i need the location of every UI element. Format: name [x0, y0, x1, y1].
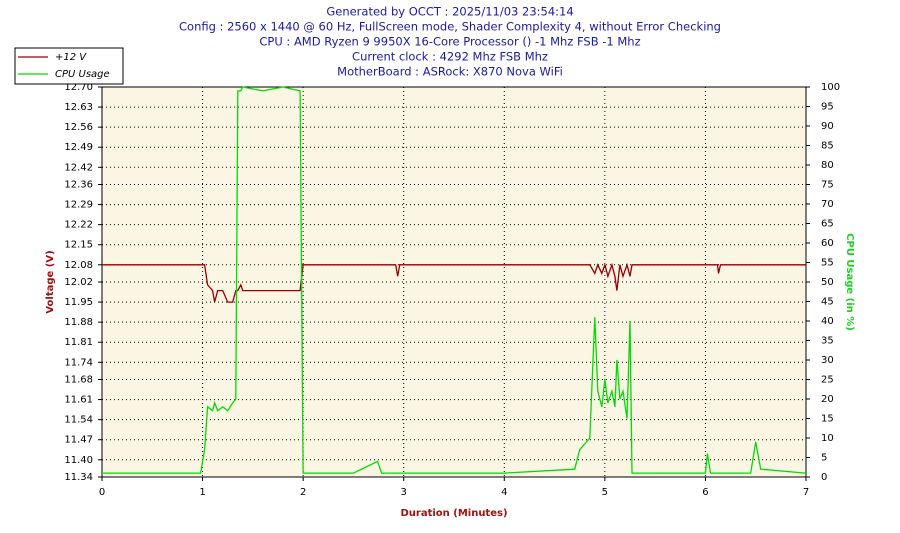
- x-tick-label: 4: [501, 487, 507, 498]
- y-tick-label: 11.40: [64, 455, 93, 466]
- y-tick-label: 12.70: [64, 82, 93, 93]
- y-tick-label: 11.54: [64, 415, 93, 426]
- y-tick-label: 11.68: [64, 375, 93, 386]
- x-tick-label: 6: [702, 487, 708, 498]
- y-tick-label: 11.61: [64, 395, 93, 406]
- y2-tick-label: 45: [821, 297, 834, 308]
- y-tick-label: 12.22: [64, 220, 93, 231]
- y2-tick-label: 50: [821, 277, 834, 288]
- y2-tick-label: 0: [821, 472, 827, 483]
- y2-tick-label: 25: [821, 375, 834, 386]
- y2-tick-label: 55: [821, 258, 834, 269]
- title-line: CPU : AMD Ryzen 9 9950X 16-Core Processo…: [259, 35, 640, 49]
- x-axis-label: Duration (Minutes): [400, 508, 507, 519]
- y2-tick-label: 10: [821, 433, 834, 444]
- y-tick-label: 11.95: [64, 297, 93, 308]
- legend-label: CPU Usage: [55, 69, 110, 80]
- y2-tick-label: 60: [821, 238, 834, 249]
- title-line: Config : 2560 x 1440 @ 60 Hz, FullScreen…: [179, 20, 721, 34]
- y-tick-label: 12.49: [64, 142, 93, 153]
- x-tick-label: 3: [401, 487, 407, 498]
- y-tick-label: 11.47: [64, 435, 93, 446]
- title-line: Current clock : 4292 Mhz FSB Mhz: [352, 50, 548, 64]
- y-tick-label: 12.42: [64, 162, 93, 173]
- y-tick-label: 12.02: [64, 277, 93, 288]
- x-tick-label: 0: [99, 487, 105, 498]
- title-line: MotherBoard : ASRock: X870 Nova WiFi: [337, 65, 563, 79]
- y-tick-label: 12.29: [64, 200, 93, 211]
- legend-label: +12 V: [55, 52, 87, 63]
- y2-tick-label: 5: [821, 453, 827, 464]
- y-tick-label: 12.08: [64, 260, 93, 271]
- y-axis-label: Voltage (V): [45, 250, 56, 313]
- y-tick-label: 11.74: [64, 357, 93, 368]
- y2-tick-label: 35: [821, 336, 834, 347]
- x-tick-label: 1: [199, 487, 205, 498]
- y2-tick-label: 75: [821, 180, 834, 191]
- y2-axis-label: CPU Usage (in %): [844, 233, 855, 331]
- y-tick-label: 12.36: [64, 180, 93, 191]
- y-tick-label: 11.88: [64, 317, 93, 328]
- y-tick-label: 11.34: [64, 472, 93, 483]
- x-tick-label: 5: [602, 487, 608, 498]
- title-line: Generated by OCCT : 2025/11/03 23:54:14: [326, 5, 573, 19]
- y2-tick-label: 95: [821, 102, 834, 113]
- y2-tick-label: 65: [821, 219, 834, 230]
- y2-tick-label: 85: [821, 141, 834, 152]
- y-tick-label: 11.81: [64, 337, 93, 348]
- y2-tick-label: 15: [821, 414, 834, 425]
- series-line: [102, 86, 807, 474]
- y2-tick-label: 70: [821, 199, 834, 210]
- y-tick-label: 12.63: [64, 102, 93, 113]
- legend-box: [14, 47, 124, 85]
- y2-tick-label: 100: [821, 82, 840, 93]
- y2-tick-label: 80: [821, 160, 834, 171]
- y2-tick-label: 20: [821, 394, 834, 405]
- y2-tick-label: 90: [821, 121, 834, 132]
- y2-tick-label: 30: [821, 355, 834, 366]
- y2-tick-label: 40: [821, 316, 834, 327]
- y-tick-label: 12.15: [64, 240, 93, 251]
- plot-frame: [101, 86, 807, 478]
- x-tick-label: 2: [300, 487, 306, 498]
- x-tick-label: 7: [803, 487, 809, 498]
- y-tick-label: 12.56: [64, 122, 93, 133]
- series-line: [102, 262, 806, 303]
